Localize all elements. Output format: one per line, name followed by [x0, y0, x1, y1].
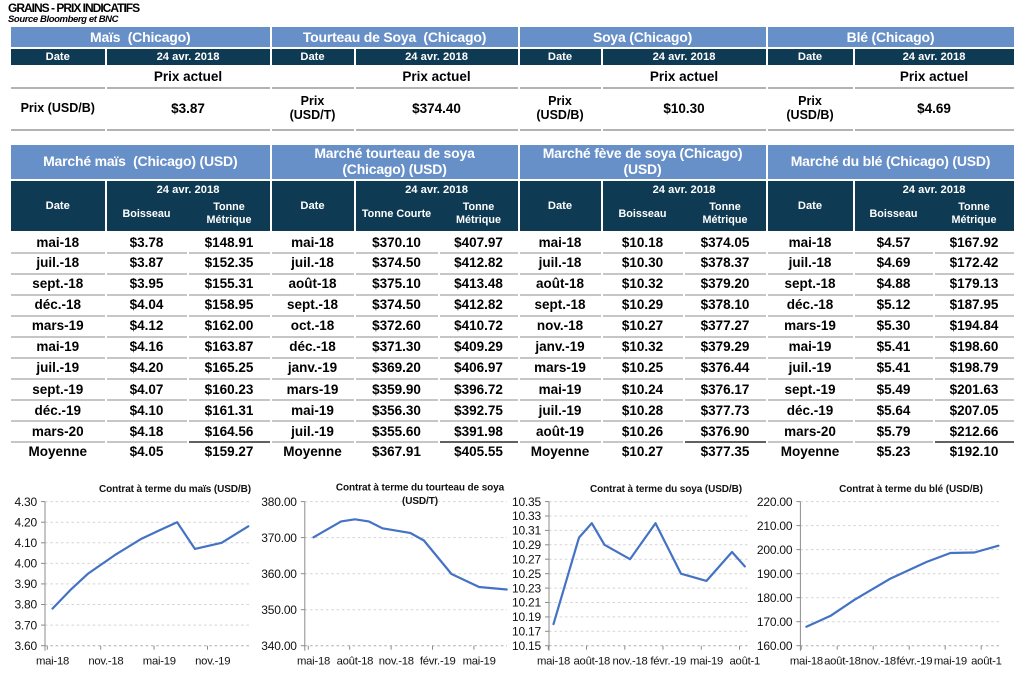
svg-text:mai-18: mai-18: [790, 655, 823, 667]
svg-text:170.00: 170.00: [757, 615, 793, 629]
svg-text:190.00: 190.00: [757, 567, 793, 581]
svg-text:août-1: août-1: [730, 655, 761, 667]
svg-text:nov.-18: nov.-18: [861, 655, 896, 667]
svg-text:mai-18: mai-18: [297, 655, 330, 667]
svg-text:mai-19: mai-19: [690, 655, 723, 667]
svg-text:180.00: 180.00: [757, 591, 793, 605]
svg-text:4.30: 4.30: [14, 495, 37, 509]
svg-text:août-18: août-18: [824, 655, 861, 667]
svg-text:220.00: 220.00: [757, 495, 793, 509]
svg-text:10.25: 10.25: [512, 567, 542, 581]
svg-text:370.00: 370.00: [261, 531, 297, 545]
svg-text:févr.-19: févr.-19: [897, 655, 933, 667]
svg-text:10.21: 10.21: [512, 596, 542, 610]
svg-text:3.90: 3.90: [14, 577, 37, 591]
svg-text:août-18: août-18: [574, 655, 611, 667]
svg-text:10.35: 10.35: [512, 495, 542, 509]
svg-text:(USD/T): (USD/T): [402, 496, 438, 507]
svg-text:nov.-18: nov.-18: [88, 655, 123, 667]
svg-text:160.00: 160.00: [757, 639, 793, 653]
svg-text:3.60: 3.60: [14, 639, 37, 653]
svg-text:10.19: 10.19: [512, 610, 542, 624]
svg-text:nov.-19: nov.-19: [195, 655, 230, 667]
svg-text:200.00: 200.00: [757, 543, 793, 557]
svg-text:août-1: août-1: [971, 655, 1002, 667]
svg-text:Contrat à terme du maïs (USD/B: Contrat à terme du maïs (USD/B): [99, 484, 251, 495]
svg-text:340.00: 340.00: [261, 639, 297, 653]
svg-text:10.15: 10.15: [512, 639, 542, 653]
svg-text:févr.-19: févr.-19: [420, 655, 456, 667]
svg-text:210.00: 210.00: [757, 519, 793, 533]
svg-text:10.31: 10.31: [512, 524, 542, 538]
svg-text:4.10: 4.10: [14, 536, 37, 550]
svg-text:380.00: 380.00: [261, 495, 297, 509]
svg-text:3.80: 3.80: [14, 598, 37, 612]
svg-text:3.70: 3.70: [14, 618, 37, 632]
svg-text:4.20: 4.20: [14, 515, 37, 529]
svg-text:févr.-19: févr.-19: [650, 655, 686, 667]
svg-text:10.17: 10.17: [512, 625, 542, 639]
svg-text:mai-18: mai-18: [36, 655, 69, 667]
svg-text:Contrat à terme du blé (USD/B): Contrat à terme du blé (USD/B): [839, 484, 983, 495]
svg-text:Contrat à terme du soya (USD/B: Contrat à terme du soya (USD/B): [590, 484, 742, 495]
svg-text:360.00: 360.00: [261, 567, 297, 581]
svg-text:10.27: 10.27: [512, 552, 542, 566]
svg-text:nov.-18: nov.-18: [612, 655, 647, 667]
svg-text:mai-19: mai-19: [463, 655, 496, 667]
svg-text:350.00: 350.00: [261, 603, 297, 617]
svg-text:août-18: août-18: [337, 655, 374, 667]
svg-text:mai-19: mai-19: [143, 655, 176, 667]
svg-text:nov.-18: nov.-18: [379, 655, 414, 667]
svg-text:10.23: 10.23: [512, 581, 542, 595]
svg-text:10.33: 10.33: [512, 509, 542, 523]
svg-text:mai-18: mai-18: [537, 655, 570, 667]
svg-text:4.00: 4.00: [14, 557, 37, 571]
svg-text:10.29: 10.29: [512, 538, 542, 552]
svg-text:mai-19: mai-19: [934, 655, 967, 667]
svg-text:Contrat à terme du tourteau de: Contrat à terme du tourteau de soya: [336, 483, 505, 494]
